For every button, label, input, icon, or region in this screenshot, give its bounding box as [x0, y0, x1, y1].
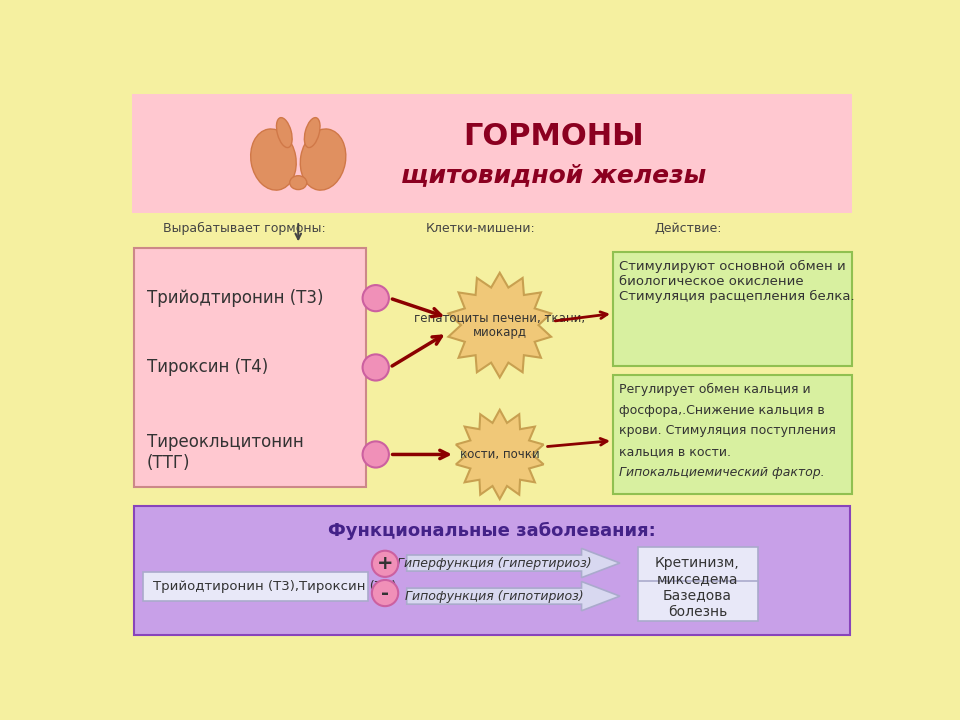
- Text: Гипофункция (гипотириоз): Гипофункция (гипотириоз): [405, 590, 584, 603]
- Text: Базедова
болезнь: Базедова болезнь: [662, 588, 732, 618]
- Ellipse shape: [251, 129, 297, 190]
- Text: Тиреокльцитонин
(ТТГ): Тиреокльцитонин (ТТГ): [147, 433, 304, 472]
- Circle shape: [363, 354, 389, 381]
- FancyBboxPatch shape: [134, 248, 367, 487]
- Text: ГОРМОНЫ: ГОРМОНЫ: [464, 122, 644, 151]
- Text: Действие:: Действие:: [655, 222, 722, 235]
- FancyBboxPatch shape: [612, 375, 852, 495]
- Text: Трийодтиронин (Т3),Тироксин (Т4): Трийодтиронин (Т3),Тироксин (Т4): [153, 580, 396, 593]
- FancyBboxPatch shape: [637, 547, 757, 592]
- Circle shape: [363, 285, 389, 311]
- Circle shape: [372, 551, 398, 577]
- Circle shape: [372, 580, 398, 606]
- Text: Трийодтиронин (Т3): Трийодтиронин (Т3): [147, 289, 324, 307]
- Text: Гиперфункция (гипертириоз): Гиперфункция (гипертириоз): [396, 557, 591, 570]
- Text: Регулирует обмен кальция и: Регулирует обмен кальция и: [619, 383, 811, 396]
- Ellipse shape: [304, 117, 320, 148]
- Polygon shape: [456, 410, 543, 499]
- FancyBboxPatch shape: [637, 581, 757, 621]
- Text: Функциональные заболевания:: Функциональные заболевания:: [328, 521, 656, 539]
- Ellipse shape: [300, 129, 346, 190]
- Text: Кретинизм,
микседема: Кретинизм, микседема: [655, 556, 740, 586]
- Polygon shape: [448, 273, 551, 377]
- Text: гепатоциты печени, ткани,
миокард: гепатоциты печени, ткани, миокард: [414, 311, 586, 339]
- Text: кальция в кости.: кальция в кости.: [619, 445, 732, 458]
- Text: Клетки-мишени:: Клетки-мишени:: [426, 222, 536, 235]
- Text: Гипокальциемический фактор.: Гипокальциемический фактор.: [619, 466, 825, 479]
- FancyBboxPatch shape: [143, 572, 368, 600]
- FancyBboxPatch shape: [134, 506, 850, 636]
- FancyBboxPatch shape: [132, 94, 852, 213]
- Ellipse shape: [290, 176, 307, 189]
- Text: -: -: [381, 583, 389, 603]
- Polygon shape: [407, 549, 620, 577]
- FancyBboxPatch shape: [612, 252, 852, 366]
- Text: фосфора,.Снижение кальция в: фосфора,.Снижение кальция в: [619, 404, 825, 417]
- Text: кости, почки: кости, почки: [460, 448, 540, 461]
- Text: +: +: [376, 554, 394, 573]
- Text: Стимулируют основной обмен и
биологическое окисление
Стимуляция расщепления белк: Стимулируют основной обмен и биологическ…: [619, 260, 854, 303]
- Text: щитовидной железы: щитовидной железы: [401, 163, 707, 187]
- Text: Вырабатывает гормоны:: Вырабатывает гормоны:: [162, 222, 325, 235]
- Ellipse shape: [276, 117, 292, 148]
- Text: Тироксин (Т4): Тироксин (Т4): [147, 359, 269, 377]
- Polygon shape: [407, 582, 620, 611]
- Circle shape: [363, 441, 389, 467]
- Text: крови. Стимуляция поступления: крови. Стимуляция поступления: [619, 424, 836, 438]
